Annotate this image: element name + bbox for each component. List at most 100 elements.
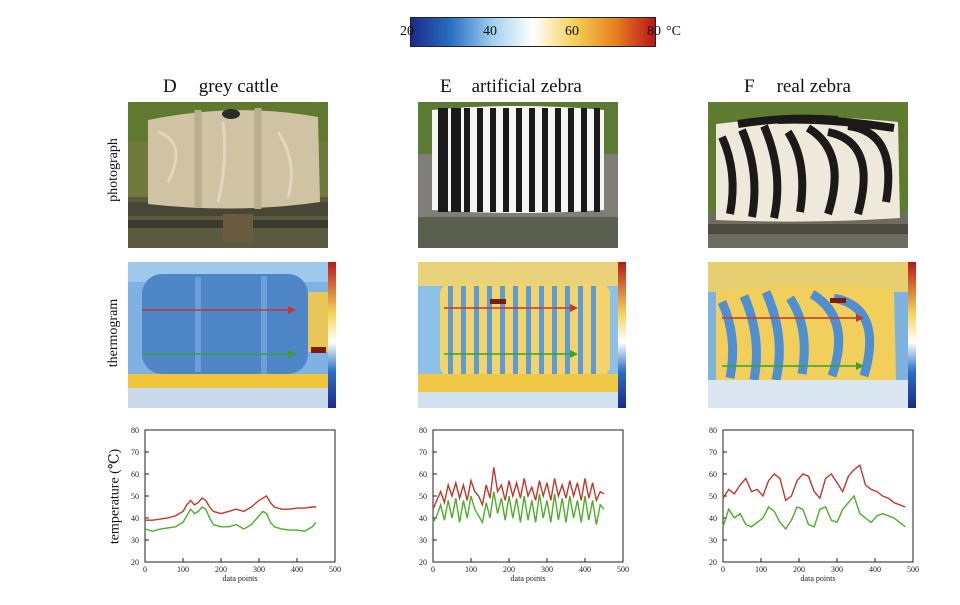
thermal-stripe bbox=[552, 286, 557, 374]
zebra-stripe bbox=[542, 108, 548, 212]
zebra-stripe bbox=[568, 108, 574, 212]
zebra-stripe bbox=[581, 108, 587, 212]
x-tick-label: 300 bbox=[541, 565, 553, 574]
x-tick-label: 0 bbox=[721, 565, 725, 574]
colorbar-tick: 40 bbox=[483, 24, 497, 39]
thermal-stripe bbox=[578, 286, 583, 374]
x-tick-label: 0 bbox=[143, 565, 147, 574]
y-tick-label: 80 bbox=[709, 426, 717, 435]
y-tick-label: 40 bbox=[419, 514, 427, 523]
colorbar-tick: 80 bbox=[647, 24, 661, 39]
x-tick-label: 400 bbox=[579, 565, 591, 574]
x-tick-label: 200 bbox=[503, 565, 515, 574]
row-label-photograph: photograph bbox=[106, 138, 121, 202]
panel-letter: F bbox=[744, 76, 755, 97]
zebra-stripe bbox=[555, 108, 561, 212]
thermal-stripe bbox=[591, 286, 596, 374]
y-tick-label: 60 bbox=[131, 470, 139, 479]
thermal-stripe bbox=[539, 286, 544, 374]
y-tick-label: 30 bbox=[131, 536, 139, 545]
zebra-stripe bbox=[490, 108, 496, 212]
zebra-stripe bbox=[529, 108, 535, 212]
temperature-series-line bbox=[432, 491, 605, 525]
temperature-series-line bbox=[144, 506, 317, 532]
zebra-stripe bbox=[594, 108, 600, 212]
panel-letter: D bbox=[163, 76, 177, 97]
zebra-stripe bbox=[438, 108, 448, 212]
thermogram-artificial-zebra bbox=[418, 262, 626, 408]
x-tick-label: 100 bbox=[465, 565, 477, 574]
y-tick-label: 60 bbox=[419, 470, 427, 479]
temperature-series-line bbox=[722, 464, 906, 508]
colorbar-tick: 60 bbox=[565, 24, 579, 39]
temperature-colorbar bbox=[410, 17, 656, 47]
y-tick-label: 70 bbox=[709, 448, 717, 457]
y-tick-label: 30 bbox=[709, 536, 717, 545]
temperature-plot-e: 20 30 40 50 60 70 80 0 100 200 300 400 500 data point… bbox=[398, 420, 638, 600]
y-tick-label: 50 bbox=[709, 492, 717, 501]
zebra-stripe bbox=[516, 108, 522, 212]
y-tick-label: 40 bbox=[131, 514, 139, 523]
x-tick-label: 500 bbox=[617, 565, 629, 574]
temperature-series-line bbox=[432, 467, 605, 510]
plot-frame bbox=[144, 429, 336, 563]
y-tick-label: 80 bbox=[419, 426, 427, 435]
thermogram-grey-cattle bbox=[128, 262, 336, 408]
y-tick-label: 20 bbox=[709, 558, 717, 567]
colorbar-unit: °C bbox=[666, 24, 681, 39]
thermal-stripe bbox=[513, 286, 518, 374]
temperature-series-line bbox=[145, 495, 316, 521]
thermogram-real-zebra bbox=[708, 262, 916, 408]
thermal-stripe bbox=[461, 286, 466, 374]
zebra-stripe bbox=[451, 108, 461, 212]
photo-grey-cattle bbox=[128, 102, 328, 248]
x-axis-label: data points bbox=[511, 574, 546, 583]
panel-title: artificial zebra bbox=[471, 76, 582, 97]
x-axis-label: data points bbox=[801, 574, 836, 583]
thermal-stripe bbox=[448, 286, 453, 374]
x-axis-label: data points bbox=[223, 574, 258, 583]
x-tick-label: 500 bbox=[329, 565, 341, 574]
panel-letter: E bbox=[440, 76, 452, 97]
x-tick-label: 400 bbox=[869, 565, 881, 574]
y-tick-label: 20 bbox=[419, 558, 427, 567]
thermal-stripe bbox=[565, 286, 570, 374]
y-tick-label: 30 bbox=[419, 536, 427, 545]
x-tick-label: 300 bbox=[831, 565, 843, 574]
temperature-plot-d: 20 30 40 50 60 70 80 0 100 200 300 400 500 data point… bbox=[110, 420, 350, 600]
y-tick-label: 20 bbox=[131, 558, 139, 567]
x-tick-label: 300 bbox=[253, 565, 265, 574]
y-tick-label: 50 bbox=[419, 492, 427, 501]
panel-title: real zebra bbox=[776, 76, 851, 97]
photo-real-zebra bbox=[708, 102, 908, 248]
x-tick-label: 200 bbox=[215, 565, 227, 574]
colorbar-tick: 20 bbox=[400, 24, 414, 39]
photo-artificial-zebra bbox=[418, 102, 618, 248]
row-label-thermogram: thermogram bbox=[106, 298, 121, 368]
y-tick-label: 40 bbox=[709, 514, 717, 523]
x-tick-label: 500 bbox=[907, 565, 919, 574]
x-tick-label: 200 bbox=[793, 565, 805, 574]
temperature-series-line bbox=[722, 494, 906, 531]
thermal-stripe bbox=[500, 286, 505, 374]
y-tick-label: 70 bbox=[419, 448, 427, 457]
zebra-stripe bbox=[503, 108, 509, 212]
zebra-stripe bbox=[464, 108, 470, 212]
x-tick-label: 0 bbox=[431, 565, 435, 574]
temperature-plot-f: 20 30 40 50 60 70 80 0 100 200 300 400 500 data point… bbox=[688, 420, 928, 600]
thermal-stripe bbox=[474, 286, 479, 374]
x-tick-label: 100 bbox=[755, 565, 767, 574]
x-tick-label: 400 bbox=[291, 565, 303, 574]
y-tick-label: 70 bbox=[131, 448, 139, 457]
panel-title: grey cattle bbox=[198, 76, 279, 97]
y-tick-label: 50 bbox=[131, 492, 139, 501]
y-tick-label: 80 bbox=[131, 426, 139, 435]
x-tick-label: 100 bbox=[177, 565, 189, 574]
zebra-stripe bbox=[477, 108, 483, 212]
thermal-stripe bbox=[526, 286, 531, 374]
thermal-stripe bbox=[487, 286, 492, 374]
y-tick-label: 60 bbox=[709, 470, 717, 479]
